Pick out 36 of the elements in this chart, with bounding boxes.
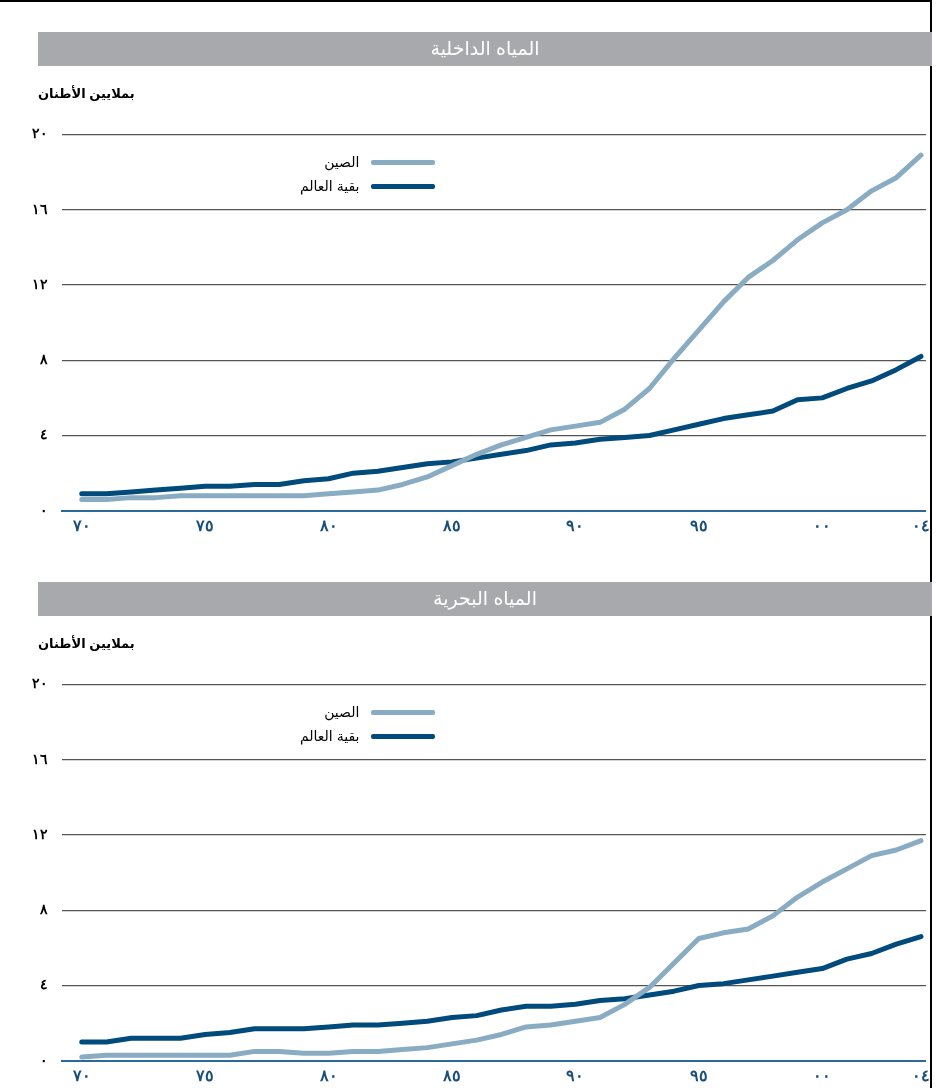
y-axis-title: بملايين الأطنان [38,636,135,651]
x-tick-label: ٩٠ [566,516,585,534]
x-tick-label: ٨٠ [318,1066,338,1084]
y-axis-title: بملايين الأطنان [38,86,135,101]
y-tick-label: ٠ [40,1051,48,1068]
x-tick-label: ٨٥ [441,516,461,534]
chart-title: المياه البحرية [38,582,932,616]
x-tick-label: ٨٥ [441,1066,461,1084]
x-tick-label: ٨٠ [318,516,338,534]
y-tick-label: ١٢ [32,825,48,842]
legend-label: بقية العالم [300,178,360,194]
y-tick-label: ٨ [39,351,48,368]
x-tick-label: ٠٤ [911,1066,930,1084]
x-tick-label: ٧٥ [195,1066,215,1084]
legend-label: بقية العالم [300,728,360,744]
x-tick-label: ٧٠ [71,516,91,534]
y-tick-label: ١٦ [32,200,48,217]
x-tick-label: ٩٠ [566,1066,585,1084]
x-tick-label: ٩٥ [689,1066,708,1084]
x-tick-label: ٠٤ [911,516,930,534]
x-tick-label: ٠٠ [813,516,832,534]
y-tick-label: ١٦ [32,750,48,767]
y-tick-label: ١٢ [32,275,48,292]
y-tick-label: ٠ [40,501,48,518]
legend-label: الصين [324,154,360,170]
legend-label: الصين [324,704,360,720]
y-tick-label: ٢٠ [32,125,48,142]
y-tick-label: ٤ [40,976,48,993]
x-tick-label: ٧٥ [195,516,215,534]
chart-title: المياه الداخلية [38,32,932,66]
x-tick-label: ٩٥ [689,516,708,534]
x-tick-label: ٧٠ [71,1066,91,1084]
y-tick-label: ٨ [39,901,48,918]
y-tick-label: ٢٠ [32,675,48,692]
y-tick-label: ٤ [40,426,48,443]
x-tick-label: ٠٠ [813,1066,832,1084]
